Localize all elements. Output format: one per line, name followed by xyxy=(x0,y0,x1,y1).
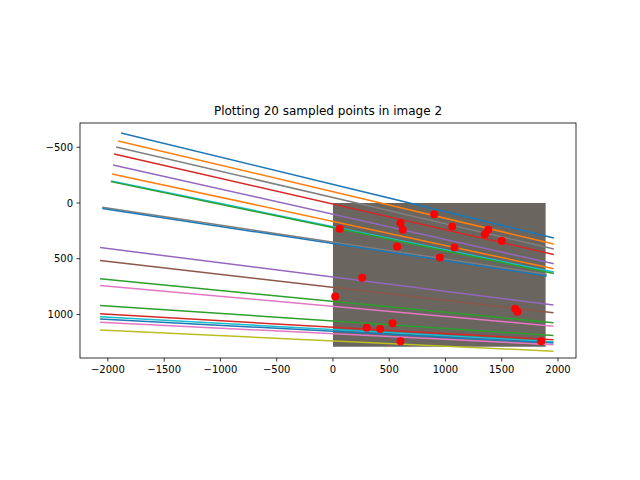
line xyxy=(100,260,553,312)
line xyxy=(100,317,553,342)
line xyxy=(100,314,553,340)
background xyxy=(0,0,640,480)
x-tick-label: −1000 xyxy=(204,364,238,375)
x-tick-label: −500 xyxy=(263,364,290,375)
line xyxy=(113,165,554,264)
point xyxy=(331,293,339,301)
plot-area xyxy=(100,133,554,351)
y-tick-label: 0 xyxy=(67,198,73,209)
x-tick-label: 0 xyxy=(330,364,336,375)
point xyxy=(396,337,404,345)
x-tick-label: 1500 xyxy=(489,364,514,375)
line xyxy=(111,182,554,274)
line xyxy=(102,209,546,276)
point xyxy=(430,210,438,218)
point xyxy=(376,325,384,333)
line xyxy=(114,154,554,255)
line xyxy=(100,330,553,351)
y-tick-label: −500 xyxy=(46,142,73,153)
x-tick-label: 2000 xyxy=(545,364,570,375)
line xyxy=(100,279,553,323)
x-tick xyxy=(501,358,502,362)
x-tick xyxy=(276,358,277,362)
line xyxy=(100,319,553,343)
point xyxy=(450,244,458,252)
x-tick xyxy=(332,358,333,362)
x-tick xyxy=(220,358,221,362)
point xyxy=(481,230,489,238)
line xyxy=(116,147,554,249)
line xyxy=(112,174,554,269)
point xyxy=(513,308,521,316)
x-tick xyxy=(107,358,108,362)
point xyxy=(448,222,456,230)
line xyxy=(100,248,553,305)
point xyxy=(389,319,397,327)
chart: −2000 −1500 −1000 −500 0 500 1000 1500 2000 −500 0… xyxy=(0,0,640,480)
y-tick-label: 500 xyxy=(54,253,73,264)
x-tick-label: −1500 xyxy=(147,364,181,375)
x-tick-label: 500 xyxy=(380,364,399,375)
point xyxy=(358,274,366,282)
y-tick xyxy=(77,314,81,315)
point xyxy=(399,226,407,234)
point xyxy=(393,242,401,250)
y-tick xyxy=(77,258,81,259)
x-tick xyxy=(389,358,390,362)
x-tick-label: −2000 xyxy=(91,364,125,375)
x-tick xyxy=(557,358,558,362)
y-tick xyxy=(77,147,81,148)
point xyxy=(336,225,344,233)
line xyxy=(102,207,546,274)
x-tick xyxy=(445,358,446,362)
point xyxy=(436,254,444,262)
y-tick-label: 1000 xyxy=(48,309,73,320)
title: Plotting 20 sampled points in image 2 xyxy=(214,104,442,118)
y-tick xyxy=(77,203,81,204)
point xyxy=(537,337,545,345)
image xyxy=(333,203,546,347)
x-tick-label: 1000 xyxy=(433,364,458,375)
point xyxy=(363,324,371,332)
line xyxy=(118,141,554,244)
x-tick xyxy=(164,358,165,362)
frame xyxy=(80,123,576,358)
point xyxy=(498,237,506,245)
